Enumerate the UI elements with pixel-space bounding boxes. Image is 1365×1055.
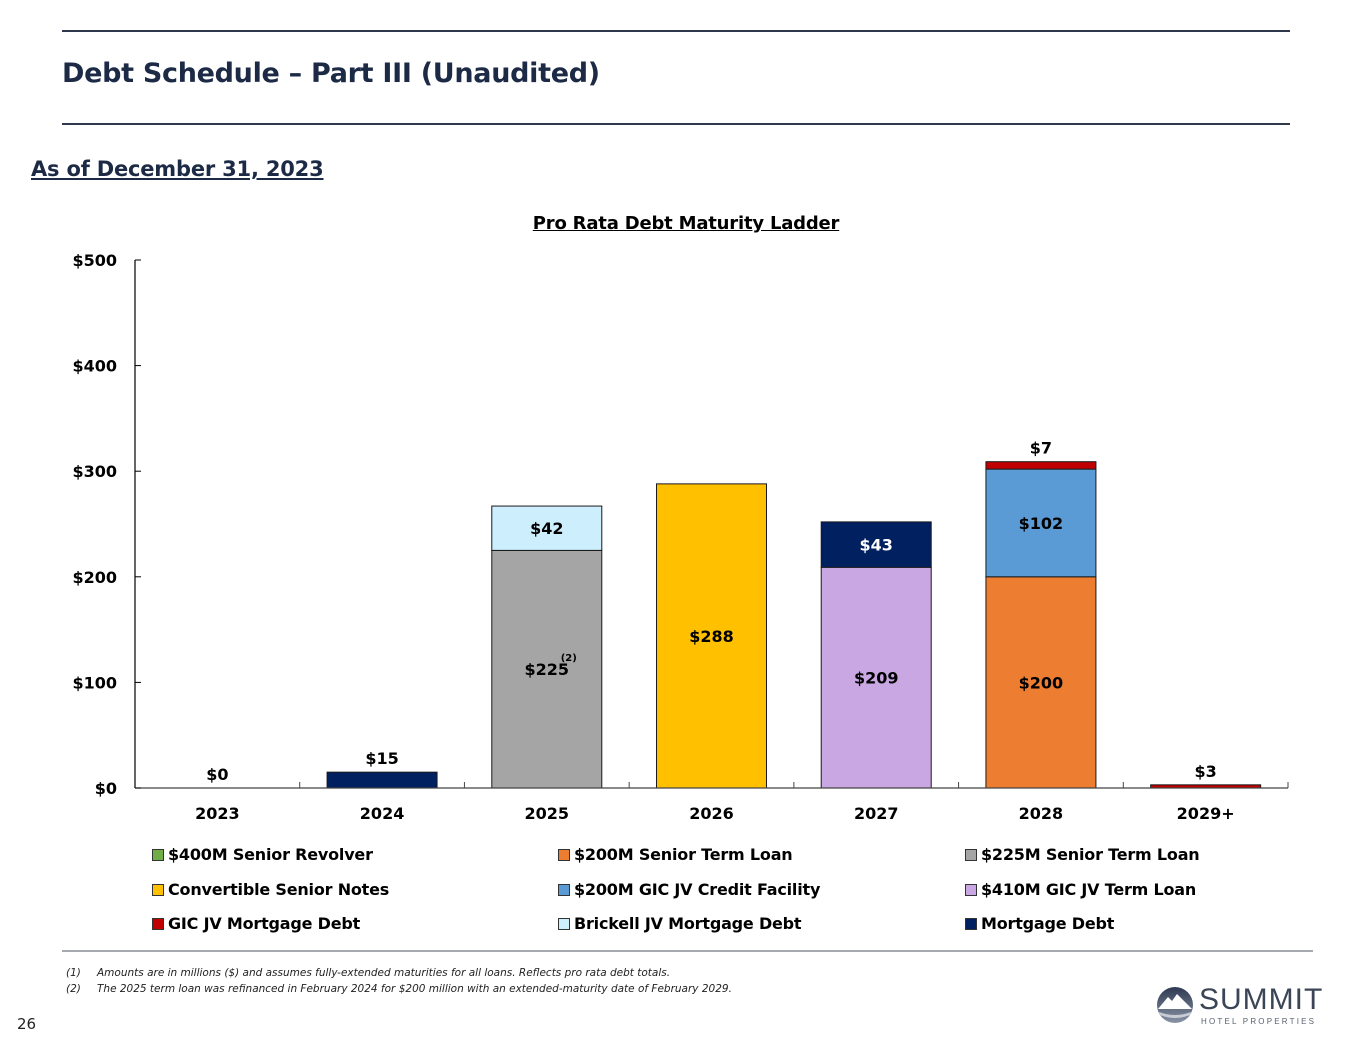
labels-layer: $0 $15 $225(2) $42 $288 $209 $43 $200 $102 $7 $3 — [206, 439, 1217, 784]
footnote-number: (1) — [66, 967, 81, 979]
bar-segment-2028--200m-senior-term-loan — [985, 576, 1097, 789]
data-label: $225 — [525, 660, 570, 679]
chart-title: Pro Rata Debt Maturity Ladder — [532, 213, 840, 234]
bar-segment-2028--200m-gic-jv-credit-facility — [985, 468, 1097, 578]
footnote-2: (2) The 2025 term loan was refinanced in … — [66, 983, 732, 995]
data-label: $3 — [1195, 762, 1217, 781]
legend-label: $200M GIC JV Credit Facility — [574, 880, 821, 899]
legend-label: GIC JV Mortgage Debt — [168, 914, 361, 933]
logo-subtitle: HOTEL PROPERTIES — [1201, 1017, 1317, 1026]
legend-label: $400M Senior Revolver — [168, 845, 373, 864]
logo-wordmark: SUMMIT — [1199, 983, 1324, 1016]
footnote-text: The 2025 term loan was refinanced in Feb… — [97, 983, 732, 995]
legend-swatch-icon — [152, 917, 164, 930]
legend-label: Brickell JV Mortgage Debt — [574, 914, 802, 933]
data-label: $7 — [1030, 439, 1052, 458]
x-tick-label: 2028 — [1019, 804, 1064, 823]
y-tick-label: $400 — [72, 357, 117, 376]
footnote-number: (2) — [66, 983, 81, 995]
legend-swatch-icon — [152, 848, 164, 861]
legend-item: GIC JV Mortgage Debt — [152, 914, 360, 933]
data-label: $209 — [854, 669, 899, 688]
legend-label: Mortgage Debt — [981, 914, 1115, 933]
bar-segment-2024-mortgage-debt — [326, 771, 438, 789]
data-label: $102 — [1019, 514, 1064, 533]
page-number: 26 — [17, 1015, 37, 1033]
as-of-date: As of December 31, 2023 — [31, 157, 324, 181]
legend-item: $200M Senior Term Loan — [558, 845, 793, 864]
y-tick-label: $300 — [72, 462, 117, 481]
y-tick-label: $0 — [95, 779, 117, 798]
x-tick-label: 2027 — [854, 804, 899, 823]
bar-segment-2026-convertible-senior-notes — [656, 483, 767, 789]
y-tick-label: $200 — [72, 568, 117, 587]
summit-logo: SUMMIT HOTEL PROPERTIES — [1155, 983, 1335, 1030]
x-tick-label: 2029+ — [1177, 804, 1235, 823]
bar-segment-2027--410m-gic-jv-term-loan — [820, 566, 932, 789]
bar-segment-2025--225m-senior-term-loan — [491, 549, 603, 789]
bar-segment-2028-gic-jv-mortgage-debt — [985, 461, 1097, 470]
footnote-1: (1) Amounts are in millions ($) and assum… — [66, 967, 670, 979]
y-tick-label: $500 — [72, 251, 117, 270]
x-tick-label: 2026 — [689, 804, 734, 823]
legend-item: $400M Senior Revolver — [152, 845, 373, 864]
legend-item: $200M GIC JV Credit Facility — [558, 880, 820, 899]
header-rule-top — [62, 30, 1290, 32]
legend-swatch-icon — [965, 848, 977, 861]
header-rule-bottom — [62, 123, 1290, 125]
legend-swatch-icon — [558, 848, 570, 861]
axes-layer: 2023 2024 2025 2026 2027 2028 2029+$0$100$200$… — [72, 251, 1289, 823]
data-label: $0 — [206, 765, 228, 784]
bar-segment-2027-mortgage-debt — [820, 521, 932, 568]
x-tick-label: 2025 — [525, 804, 570, 823]
legend-swatch-icon — [965, 917, 977, 930]
data-label: $42 — [530, 519, 563, 538]
legend-swatch-icon — [965, 883, 977, 896]
legend-swatch-icon — [152, 883, 164, 896]
legend-swatch-icon — [558, 883, 570, 896]
x-tick-label: 2024 — [360, 804, 405, 823]
legend-label: $225M Senior Term Loan — [981, 845, 1200, 864]
mountain-logo-icon — [1157, 987, 1193, 1023]
legend-item: $410M GIC JV Term Loan — [965, 880, 1196, 899]
legend-label: $200M Senior Term Loan — [574, 845, 793, 864]
y-tick-label: $100 — [72, 673, 117, 692]
bar-segment-2025-brickell-jv-mortgage-debt — [491, 505, 603, 551]
legend-item: Mortgage Debt — [965, 914, 1114, 933]
legend-item: $225M Senior Term Loan — [965, 845, 1200, 864]
x-tick-label: 2023 — [195, 804, 240, 823]
legend-swatch-icon — [558, 917, 570, 930]
footer-rule — [62, 950, 1313, 952]
footnote-text: Amounts are in millions ($) and assumes … — [97, 967, 671, 979]
legend-item: Brickell JV Mortgage Debt — [558, 914, 802, 933]
page-title: Debt Schedule – Part III (Unaudited) — [62, 58, 600, 89]
data-label: $288 — [689, 627, 734, 646]
data-label: $15 — [365, 749, 398, 768]
bars-layer — [326, 461, 1262, 789]
legend-item: Convertible Senior Notes — [152, 880, 389, 899]
data-label: $43 — [860, 536, 893, 555]
data-label-superscript: (2) — [561, 653, 577, 664]
legend-label: Convertible Senior Notes — [168, 880, 390, 899]
legend-label: $410M GIC JV Term Loan — [981, 880, 1197, 899]
data-label: $200 — [1019, 673, 1064, 692]
